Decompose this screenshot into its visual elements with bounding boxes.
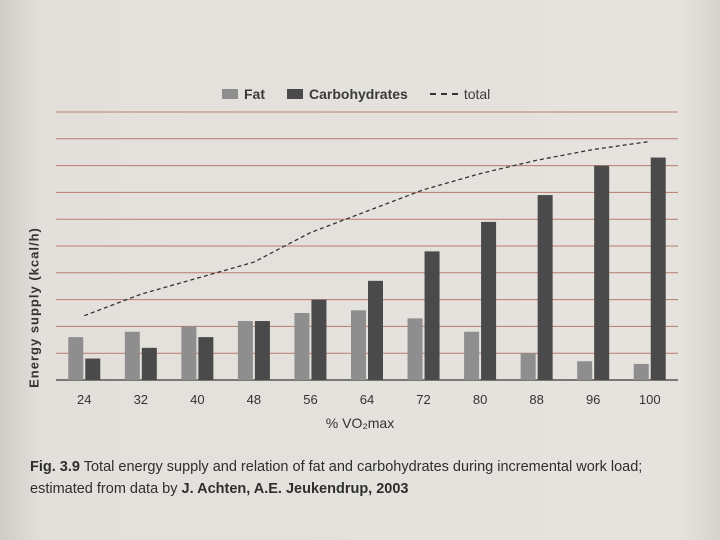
legend-label-total: total — [463, 86, 491, 102]
legend-swatch-carbohydrates — [287, 89, 303, 99]
x-tick-label-88: 88 — [529, 392, 543, 407]
caption-authors: J. Achten, A.E. Jeukendrup, 2003 — [181, 481, 409, 497]
total-line — [84, 140, 650, 317]
legend-label-carbohydrates: Carbohydrates — [309, 86, 408, 102]
x-tick-label-32: 32 — [134, 392, 148, 407]
grid-lines — [56, 111, 678, 381]
x-tick-label-64: 64 — [360, 392, 374, 407]
bar-fat-24 — [68, 337, 84, 380]
bar-carbohydrates-32 — [141, 347, 157, 380]
bar-fat-56 — [294, 313, 310, 380]
bar-carbohydrates-96 — [594, 165, 610, 380]
bar-carbohydrates-88 — [537, 195, 553, 380]
bar-fat-96 — [577, 361, 593, 380]
x-axis-label: % VO₂max — [300, 415, 420, 431]
bar-fat-72 — [407, 318, 423, 380]
bar-carbohydrates-24 — [85, 358, 101, 380]
x-tick-label-96: 96 — [586, 392, 600, 407]
x-tick-label-100: 100 — [639, 392, 661, 407]
bar-fat-100 — [633, 363, 649, 380]
x-tick-label-40: 40 — [190, 392, 204, 407]
x-tick-labels: 24 32 40 48 56 64 72 80 88 96 100 — [77, 392, 661, 407]
x-tick-label-56: 56 — [303, 392, 317, 407]
legend-swatch-fat — [222, 89, 238, 99]
bar-carbohydrates-72 — [424, 251, 440, 380]
legend-item-fat: Fat — [222, 86, 265, 102]
legend-swatch-total — [429, 93, 458, 95]
bar-fat-64 — [351, 310, 366, 380]
bar-fat-32 — [124, 331, 140, 380]
bar-fat-40 — [181, 326, 197, 380]
legend-item-carbohydrates: Carbohydrates — [287, 86, 408, 102]
bar-fat-48 — [237, 321, 253, 380]
legend-label-fat: Fat — [244, 86, 265, 102]
bar-carbohydrates-80 — [481, 221, 497, 380]
total-line-group — [84, 140, 650, 317]
bar-fat-80 — [464, 331, 480, 380]
caption-text: Total energy supply and relation of fat … — [30, 459, 643, 497]
x-tick-label-72: 72 — [416, 392, 430, 407]
chart-legend: Fat Carbohydrates total — [222, 86, 504, 102]
x-axis-label-text: % VO₂max — [325, 415, 395, 431]
x-tick-label-24: 24 — [77, 392, 91, 407]
x-tick-label-80: 80 — [473, 392, 487, 407]
legend-item-total: total — [429, 86, 491, 102]
bar-carbohydrates-100 — [650, 157, 666, 380]
bar-carbohydrates-64 — [368, 280, 383, 380]
bar-carbohydrates-48 — [254, 321, 270, 380]
bar-carbohydrates-40 — [198, 337, 214, 380]
figure-number: Fig. 3.9 — [30, 459, 80, 475]
bar-fat-88 — [520, 353, 536, 380]
figure-caption: Fig. 3.9 Total energy supply and relatio… — [30, 456, 700, 500]
bars — [68, 157, 666, 380]
x-tick-label-48: 48 — [247, 392, 261, 407]
bar-carbohydrates-56 — [311, 299, 327, 380]
